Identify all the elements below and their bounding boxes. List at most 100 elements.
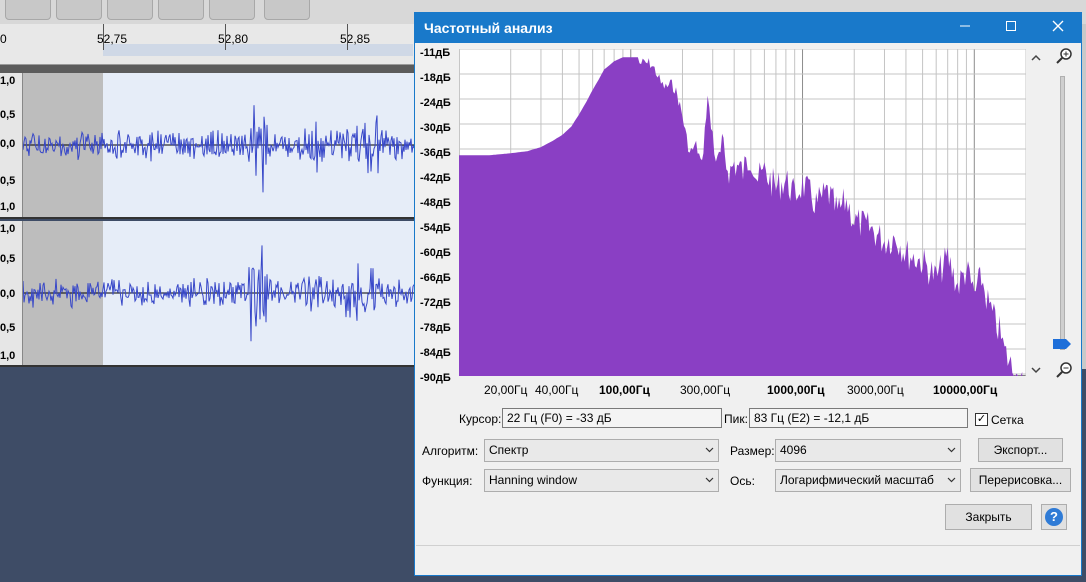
- dialog-titlebar[interactable]: Частотный анализ: [415, 13, 1081, 43]
- x-axis-label: 10000,00Гц: [933, 383, 998, 397]
- waveform-path: [23, 245, 415, 342]
- scale-label: 1,0: [0, 75, 16, 87]
- help-icon: ?: [1045, 508, 1063, 526]
- x-axis-label: 300,00Гц: [680, 383, 731, 397]
- cursor-label: Курсор:: [459, 412, 502, 426]
- vertical-scale: 1,0 0,5 0,0 0,5 1,0: [0, 73, 23, 217]
- y-axis-label: -24дБ: [420, 97, 451, 109]
- redraw-button[interactable]: Перерисовка...: [970, 468, 1071, 492]
- chevron-down-icon: [705, 477, 714, 483]
- algorithm-label: Алгоритм:: [422, 444, 479, 458]
- chevron-down-icon: [947, 477, 956, 483]
- spectrum-area: [459, 57, 1023, 376]
- y-axis-label: -42дБ: [420, 172, 451, 184]
- chevron-up-icon: [1031, 54, 1041, 61]
- scale-label: 0,0: [0, 288, 16, 300]
- dialog-footer-divider: [416, 545, 1080, 546]
- zoom-out-button[interactable]: [1054, 360, 1074, 380]
- grid-label: Сетка: [991, 413, 1024, 427]
- scroll-up-arrow[interactable]: [1030, 52, 1042, 62]
- ruler-label: 0: [0, 32, 7, 46]
- export-button[interactable]: Экспорт...: [978, 438, 1063, 462]
- waveform-path: [23, 105, 415, 193]
- size-label: Размер:: [730, 444, 775, 458]
- grid-checkbox[interactable]: ✓: [975, 413, 988, 426]
- y-axis-label: -30дБ: [420, 122, 451, 134]
- y-axis-label: -54дБ: [420, 222, 451, 234]
- skip-start-button[interactable]: [158, 0, 204, 20]
- y-axis-label: -11дБ: [420, 47, 451, 59]
- function-value: Hanning window: [489, 473, 578, 487]
- scale-label: 0,5: [0, 109, 16, 121]
- peak-value-field[interactable]: 83 Гц (E2) = -12,1 дБ: [749, 408, 968, 428]
- ruler-label: 52,85: [340, 32, 371, 46]
- help-button[interactable]: ?: [1041, 504, 1067, 530]
- zoom-in-button[interactable]: [1054, 46, 1074, 66]
- waveform-left: [23, 105, 415, 193]
- cursor-value-field[interactable]: 22 Гц (F0) = -33 дБ: [502, 408, 722, 428]
- algorithm-value: Спектр: [489, 443, 529, 457]
- minimize-button[interactable]: [942, 13, 988, 43]
- minimize-icon: [960, 25, 970, 27]
- zoom-in-icon: [1056, 48, 1072, 64]
- slider-thumb-icon: [1053, 339, 1071, 349]
- waveform-right: [23, 245, 415, 342]
- y-axis-label: -90дБ: [420, 372, 451, 384]
- record-button[interactable]: [264, 0, 310, 20]
- scale-label: 0,5: [0, 175, 16, 187]
- chevron-down-icon: [705, 447, 714, 453]
- ruler-tick: [347, 24, 348, 50]
- y-axis-label: -78дБ: [420, 322, 451, 334]
- close-window-button[interactable]: [1035, 13, 1081, 43]
- scale-label: 0,5: [0, 253, 16, 265]
- background-window-edge: [1080, 24, 1086, 369]
- ruler-label: 52,75: [97, 32, 128, 46]
- y-axis-label: -60дБ: [420, 247, 451, 259]
- zoom-slider-track[interactable]: [1060, 76, 1065, 350]
- skip-end-button[interactable]: [209, 0, 255, 20]
- scale-label: 1,0: [0, 350, 16, 362]
- maximize-icon: [1006, 21, 1016, 31]
- axis-select[interactable]: Логарифмический масштаб: [775, 469, 961, 492]
- track-separator: [0, 65, 415, 73]
- scale-label: 1,0: [0, 201, 16, 213]
- play-button[interactable]: [56, 0, 102, 20]
- size-value: 4096: [780, 443, 807, 457]
- scale-label: 0,5: [0, 322, 16, 334]
- function-select[interactable]: Hanning window: [484, 469, 719, 492]
- scale-label: 1,0: [0, 223, 16, 235]
- audio-track-left[interactable]: 1,0 0,5 0,0 0,5 1,0: [0, 73, 415, 219]
- y-axis-label: -18дБ: [420, 72, 451, 84]
- y-axis-label: -36дБ: [420, 147, 451, 159]
- y-axis-label: -72дБ: [420, 297, 451, 309]
- ruler-tick: [103, 24, 104, 50]
- y-axis-label: -66дБ: [420, 272, 451, 284]
- zoom-slider-thumb[interactable]: [1053, 338, 1071, 349]
- stop-button[interactable]: [107, 0, 153, 20]
- function-label: Функция:: [422, 474, 473, 488]
- y-axis-label: -84дБ: [420, 347, 451, 359]
- pause-button[interactable]: [5, 0, 51, 20]
- spectrum-plot[interactable]: [459, 49, 1026, 376]
- zoom-out-icon: [1056, 362, 1072, 378]
- ruler-tick: [225, 24, 226, 50]
- x-axis-label: 1000,00Гц: [767, 383, 825, 397]
- maximize-button[interactable]: [988, 13, 1034, 43]
- size-select[interactable]: 4096: [775, 439, 961, 462]
- chevron-down-icon: [947, 447, 956, 453]
- ruler-label: 52,80: [218, 32, 249, 46]
- close-icon: [1052, 20, 1064, 32]
- x-axis-label: 3000,00Гц: [847, 383, 904, 397]
- peak-label: Пик:: [724, 412, 748, 426]
- close-button[interactable]: Закрыть: [945, 504, 1032, 530]
- x-axis-label: 100,00Гц: [599, 383, 650, 397]
- ruler-selection: [103, 44, 413, 56]
- chevron-down-icon: [1031, 367, 1041, 374]
- scroll-down-arrow[interactable]: [1030, 364, 1042, 374]
- y-axis-label: -48дБ: [420, 197, 451, 209]
- audio-track-right[interactable]: 1,0 0,5 0,0 0,5 1,0: [0, 221, 415, 367]
- x-axis-label: 40,00Гц: [535, 383, 579, 397]
- axis-label: Ось:: [730, 474, 755, 488]
- scale-label: 0,0: [0, 138, 16, 150]
- algorithm-select[interactable]: Спектр: [484, 439, 719, 462]
